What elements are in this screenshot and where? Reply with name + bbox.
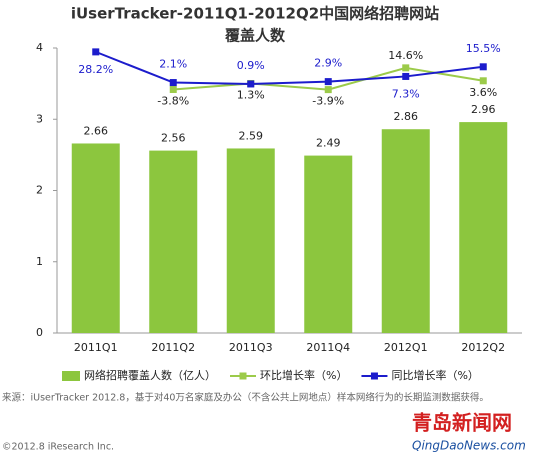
line-marker	[479, 77, 487, 85]
line-value-label: 2.1%	[159, 58, 187, 71]
line-value-label: 28.2%	[78, 63, 113, 76]
line-value-label: 14.6%	[388, 49, 423, 62]
line-value-label: -3.8%	[157, 94, 189, 107]
line-value-label: 7.3%	[392, 87, 420, 100]
legend-label: 网络招聘覆盖人数（亿人）	[84, 368, 216, 382]
bar	[381, 129, 430, 333]
source-note: 来源：iUserTracker 2012.8，基于对40万名家庭及办公（不含公共…	[2, 392, 489, 404]
bar-value-label: 2.66	[84, 124, 109, 137]
bar-value-label: 2.59	[239, 129, 264, 142]
line-marker	[324, 86, 332, 94]
bar	[149, 150, 198, 333]
legend-swatch	[370, 372, 378, 380]
legend-swatch	[239, 372, 247, 380]
line-value-label: 1.3%	[237, 88, 265, 101]
bar-value-label: 2.56	[161, 132, 186, 145]
y-tick-label: 2	[36, 184, 43, 197]
bar	[71, 143, 120, 333]
y-tick-label: 3	[36, 112, 43, 125]
line-marker	[479, 63, 487, 71]
x-tick-label: 2011Q2	[151, 341, 195, 354]
line-value-label: 0.9%	[237, 59, 265, 72]
x-tick-label: 2012Q2	[461, 341, 505, 354]
line-marker	[169, 85, 177, 93]
bar-value-label: 2.96	[471, 103, 496, 116]
line-marker	[402, 72, 410, 80]
x-tick-label: 2011Q1	[74, 341, 118, 354]
legend-swatch	[62, 371, 80, 381]
legend-label: 环比增长率（%）	[260, 368, 347, 382]
line	[95, 50, 484, 85]
legend-label: 同比增长率（%）	[391, 368, 478, 382]
chart-title: iUserTracker-2011Q1-2012Q2中国网络招聘网站	[71, 5, 439, 23]
line-marker	[247, 80, 255, 88]
copyright: ©2012.8 iResearch Inc.	[2, 442, 114, 453]
line-value-label: 15.5%	[466, 42, 501, 55]
line-value-label: 2.9%	[314, 57, 342, 70]
line-marker	[169, 79, 177, 87]
line-value-label: 3.6%	[469, 86, 497, 99]
y-tick-label: 1	[36, 255, 43, 268]
x-tick-label: 2012Q1	[384, 341, 428, 354]
y-tick-label: 0	[36, 326, 43, 339]
bar	[459, 122, 508, 333]
x-tick-label: 2011Q3	[229, 341, 273, 354]
bar	[226, 148, 275, 333]
watermark-url: QingDaoNews.com	[412, 439, 526, 453]
bar-value-label: 2.86	[394, 110, 419, 123]
x-tick-label: 2011Q4	[306, 341, 350, 354]
line-value-label: -3.9%	[312, 95, 344, 108]
line-marker	[324, 78, 332, 86]
line-marker	[92, 48, 100, 56]
bar	[304, 155, 353, 333]
y-tick-label: 4	[36, 41, 43, 54]
line-marker	[402, 64, 410, 72]
bar-value-label: 2.49	[316, 137, 341, 150]
watermark: 青岛新闻网	[412, 411, 512, 435]
chart-subtitle: 覆盖人数	[225, 27, 286, 45]
